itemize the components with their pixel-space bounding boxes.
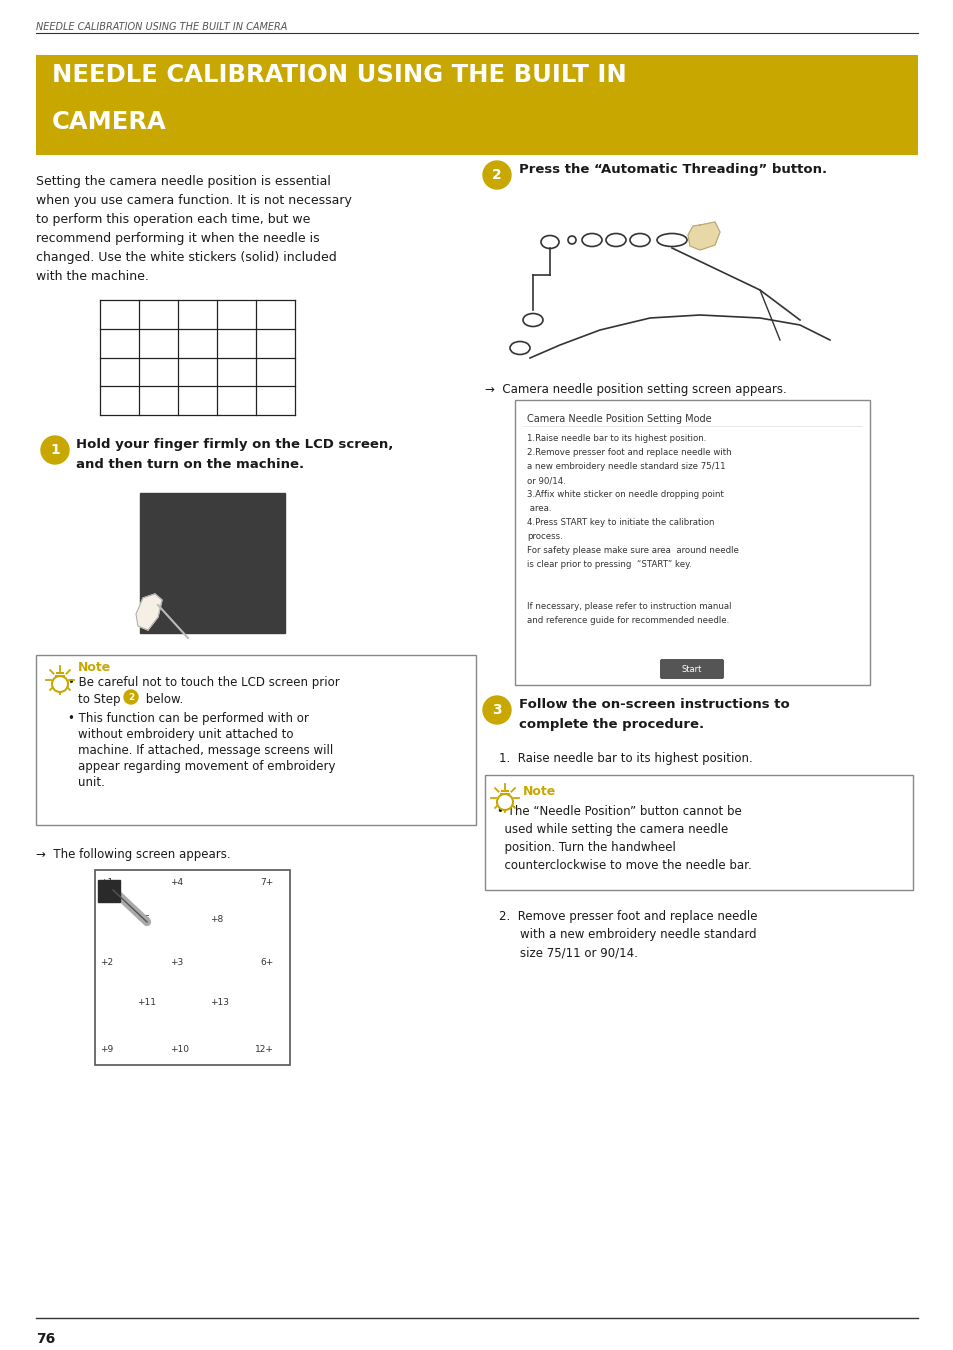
Text: a new embroidery needle standard size 75/11: a new embroidery needle standard size 75… [526, 462, 725, 471]
Circle shape [41, 436, 69, 464]
Text: 2: 2 [492, 167, 501, 182]
Text: to Step: to Step [78, 693, 124, 706]
Text: 2: 2 [128, 693, 134, 702]
Text: Note: Note [78, 662, 112, 674]
Text: Follow the on-screen instructions to: Follow the on-screen instructions to [518, 698, 789, 711]
Polygon shape [136, 594, 162, 630]
Text: recommend performing it when the needle is: recommend performing it when the needle … [36, 232, 319, 244]
Text: complete the procedure.: complete the procedure. [518, 718, 703, 730]
Text: 6+: 6+ [260, 958, 273, 967]
Text: NEEDLE CALIBRATION USING THE BUILT IN: NEEDLE CALIBRATION USING THE BUILT IN [52, 63, 626, 86]
Text: when you use camera function. It is not necessary: when you use camera function. It is not … [36, 194, 352, 207]
Text: 1: 1 [51, 443, 60, 458]
FancyBboxPatch shape [515, 400, 869, 684]
Circle shape [124, 690, 138, 703]
Text: +9: +9 [100, 1045, 113, 1054]
FancyBboxPatch shape [36, 655, 476, 825]
Text: below.: below. [142, 693, 183, 706]
Text: • This function can be performed with or: • This function can be performed with or [68, 711, 309, 725]
Text: changed. Use the white stickers (solid) included: changed. Use the white stickers (solid) … [36, 251, 336, 265]
Text: process.: process. [526, 532, 562, 541]
Text: Start: Start [681, 664, 701, 674]
Text: CAMERA: CAMERA [52, 109, 167, 134]
Circle shape [52, 676, 68, 693]
Text: used while setting the camera needle: used while setting the camera needle [497, 824, 727, 836]
FancyBboxPatch shape [95, 869, 290, 1065]
Text: Note: Note [522, 784, 556, 798]
Text: 7+: 7+ [260, 878, 273, 887]
Text: Camera Needle Position Setting Mode: Camera Needle Position Setting Mode [526, 414, 711, 424]
Text: +3: +3 [170, 958, 183, 967]
Text: with the machine.: with the machine. [36, 270, 149, 284]
Text: • Be careful not to touch the LCD screen prior: • Be careful not to touch the LCD screen… [68, 676, 339, 688]
Circle shape [482, 697, 511, 724]
Text: NEEDLE CALIBRATION USING THE BUILT IN CAMERA: NEEDLE CALIBRATION USING THE BUILT IN CA… [36, 22, 287, 32]
Text: 12+: 12+ [254, 1045, 274, 1054]
Text: +2: +2 [100, 958, 113, 967]
Circle shape [497, 794, 513, 810]
Circle shape [482, 161, 511, 189]
Polygon shape [687, 221, 720, 250]
Text: +8: +8 [210, 915, 223, 923]
Text: 3.Affix white sticker on needle dropping point: 3.Affix white sticker on needle dropping… [526, 490, 723, 500]
Text: without embroidery unit attached to: without embroidery unit attached to [78, 728, 294, 741]
Text: is clear prior to pressing  “START” key.: is clear prior to pressing “START” key. [526, 560, 691, 568]
Text: 2.Remove presser foot and replace needle with: 2.Remove presser foot and replace needle… [526, 448, 731, 458]
Text: to perform this operation each time, but we: to perform this operation each time, but… [36, 213, 310, 225]
Text: appear regarding movement of embroidery: appear regarding movement of embroidery [78, 760, 335, 774]
FancyBboxPatch shape [98, 880, 120, 902]
Text: 76: 76 [36, 1332, 55, 1346]
Text: +4: +4 [170, 878, 183, 887]
Text: 1.Raise needle bar to its highest position.: 1.Raise needle bar to its highest positi… [526, 433, 705, 443]
Text: position. Turn the handwheel: position. Turn the handwheel [497, 841, 675, 855]
Text: • The “Needle Position” button cannot be: • The “Needle Position” button cannot be [497, 805, 741, 818]
Text: 1.  Raise needle bar to its highest position.: 1. Raise needle bar to its highest posit… [498, 752, 752, 765]
Text: area.: area. [526, 504, 551, 513]
Text: unit.: unit. [78, 776, 105, 788]
Text: size 75/11 or 90/14.: size 75/11 or 90/14. [519, 946, 638, 958]
Text: and then turn on the machine.: and then turn on the machine. [76, 458, 304, 471]
Text: and reference guide for recommended needle.: and reference guide for recommended need… [526, 616, 728, 625]
Text: If necessary, please refer to instruction manual: If necessary, please refer to instructio… [526, 602, 731, 612]
Text: Press the “Automatic Threading” button.: Press the “Automatic Threading” button. [518, 163, 826, 176]
Text: with a new embroidery needle standard: with a new embroidery needle standard [519, 927, 756, 941]
Text: or 90/14.: or 90/14. [526, 477, 565, 485]
Text: →  Camera needle position setting screen appears.: → Camera needle position setting screen … [484, 383, 786, 396]
Text: Setting the camera needle position is essential: Setting the camera needle position is es… [36, 176, 331, 188]
Text: 2.  Remove presser foot and replace needle: 2. Remove presser foot and replace needl… [498, 910, 757, 923]
Text: +13: +13 [210, 998, 229, 1007]
Text: +11: +11 [137, 998, 156, 1007]
Text: 4.Press START key to initiate the calibration: 4.Press START key to initiate the calibr… [526, 518, 714, 526]
Text: counterclockwise to move the needle bar.: counterclockwise to move the needle bar. [497, 859, 751, 872]
FancyBboxPatch shape [484, 775, 912, 890]
Text: machine. If attached, message screens will: machine. If attached, message screens wi… [78, 744, 333, 757]
Text: +10: +10 [170, 1045, 189, 1054]
Text: For safety please make sure area  around needle: For safety please make sure area around … [526, 545, 739, 555]
FancyBboxPatch shape [36, 55, 917, 155]
Text: →  The following screen appears.: → The following screen appears. [36, 848, 231, 861]
FancyBboxPatch shape [140, 493, 285, 633]
FancyBboxPatch shape [659, 660, 722, 679]
Text: +1: +1 [100, 878, 113, 887]
Text: 3: 3 [492, 703, 501, 717]
Text: +5: +5 [137, 915, 150, 923]
Text: Hold your finger firmly on the LCD screen,: Hold your finger firmly on the LCD scree… [76, 437, 393, 451]
